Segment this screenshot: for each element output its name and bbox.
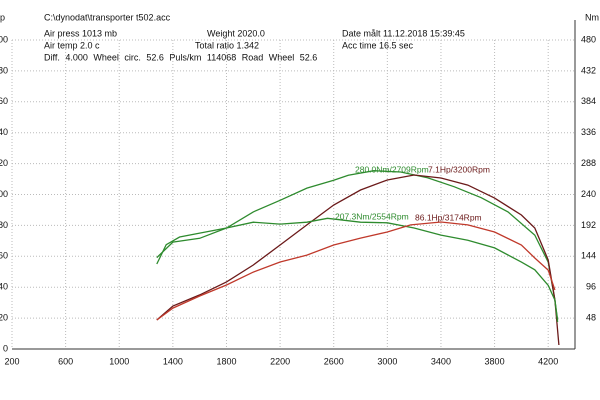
curve [156,217,559,323]
info: Acc time 16.5 sec [342,40,414,50]
y2-tick-label: 384 [581,96,596,106]
y2-tick-label: 192 [581,220,596,230]
info: Diff. 4.000 Wheel circ. 52.6 Puls/km 114… [44,52,317,62]
x-tick-label: 2600 [324,356,344,366]
y2-axis-label: Nm [585,12,599,22]
curve [156,221,556,321]
info: Air press 1013 mb [44,28,117,38]
y-tick-label: 40 [0,282,8,292]
y2-tick-label: 336 [581,127,596,137]
y2-tick-label: 144 [581,251,596,261]
annotation: 7.1Hp/3200Rpm [428,164,490,174]
y2-tick-label: 432 [581,65,596,75]
x-tick-label: 3000 [377,356,397,366]
curve [156,174,560,346]
y-tick-label: 160 [0,96,8,106]
info: Air temp 2.0 c [44,40,100,50]
y-tick-label: 80 [0,220,8,230]
x-tick-label: 3800 [485,356,505,366]
x-tick-label: 3400 [431,356,451,366]
y2-tick-label: 480 [581,34,596,44]
x-tick-label: 200 [4,356,19,366]
x-tick-label: 4200 [538,356,558,366]
y-tick-label: 0 [3,343,8,353]
x-tick-label: 2200 [270,356,290,366]
info: Total ratio 1.342 [195,40,259,50]
y-tick-label: 60 [0,251,8,261]
annotation: 280.0Nm/2709Rpm [355,164,429,174]
y-tick-label: 20 [0,312,8,322]
x-tick-label: 1400 [163,356,183,366]
y2-tick-label: 48 [586,312,596,322]
x-tick-label: 1800 [216,356,236,366]
y-axis-label: Hp [0,12,5,22]
x-tick-label: 1000 [109,356,129,366]
y-tick-label: 140 [0,127,8,137]
y-tick-label: 100 [0,189,8,199]
annotation: 86.1Hp/3174Rpm [415,212,482,222]
annotation: 207.3Nm/2554Rpm [335,211,409,221]
y2-tick-label: 288 [581,158,596,168]
curve [156,170,559,321]
y2-tick-label: 96 [586,282,596,292]
info: Date målt 11.12.2018 15:39:45 [342,28,465,38]
y-tick-label: 180 [0,65,8,75]
x-tick-label: 600 [58,356,73,366]
y-tick-label: 120 [0,158,8,168]
y2-tick-label: 240 [581,189,596,199]
info: Weight 2020.0 [207,28,265,38]
y-tick-label: 200 [0,34,8,44]
file-title: C:\dynodat\transporter t502.acc [44,12,171,22]
